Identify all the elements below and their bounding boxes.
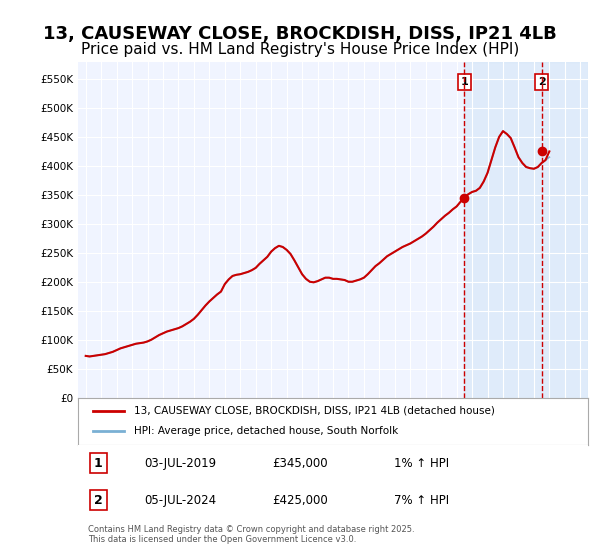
Text: 05-JUL-2024: 05-JUL-2024 [145, 493, 217, 507]
Text: 03-JUL-2019: 03-JUL-2019 [145, 456, 217, 470]
Text: 1: 1 [460, 77, 468, 87]
Text: Price paid vs. HM Land Registry's House Price Index (HPI): Price paid vs. HM Land Registry's House … [81, 42, 519, 57]
Text: 13, CAUSEWAY CLOSE, BROCKDISH, DISS, IP21 4LB: 13, CAUSEWAY CLOSE, BROCKDISH, DISS, IP2… [43, 25, 557, 43]
Text: 7% ↑ HPI: 7% ↑ HPI [394, 493, 449, 507]
Text: Contains HM Land Registry data © Crown copyright and database right 2025.
This d: Contains HM Land Registry data © Crown c… [88, 525, 415, 544]
Text: £425,000: £425,000 [272, 493, 328, 507]
Text: 1: 1 [94, 456, 103, 470]
Text: 2: 2 [94, 493, 103, 507]
Text: HPI: Average price, detached house, South Norfolk: HPI: Average price, detached house, Sout… [134, 427, 398, 436]
Text: 1% ↑ HPI: 1% ↑ HPI [394, 456, 449, 470]
Text: 13, CAUSEWAY CLOSE, BROCKDISH, DISS, IP21 4LB (detached house): 13, CAUSEWAY CLOSE, BROCKDISH, DISS, IP2… [134, 406, 495, 416]
Text: £345,000: £345,000 [272, 456, 328, 470]
Bar [464, 62, 588, 398]
Text: 2: 2 [538, 77, 545, 87]
